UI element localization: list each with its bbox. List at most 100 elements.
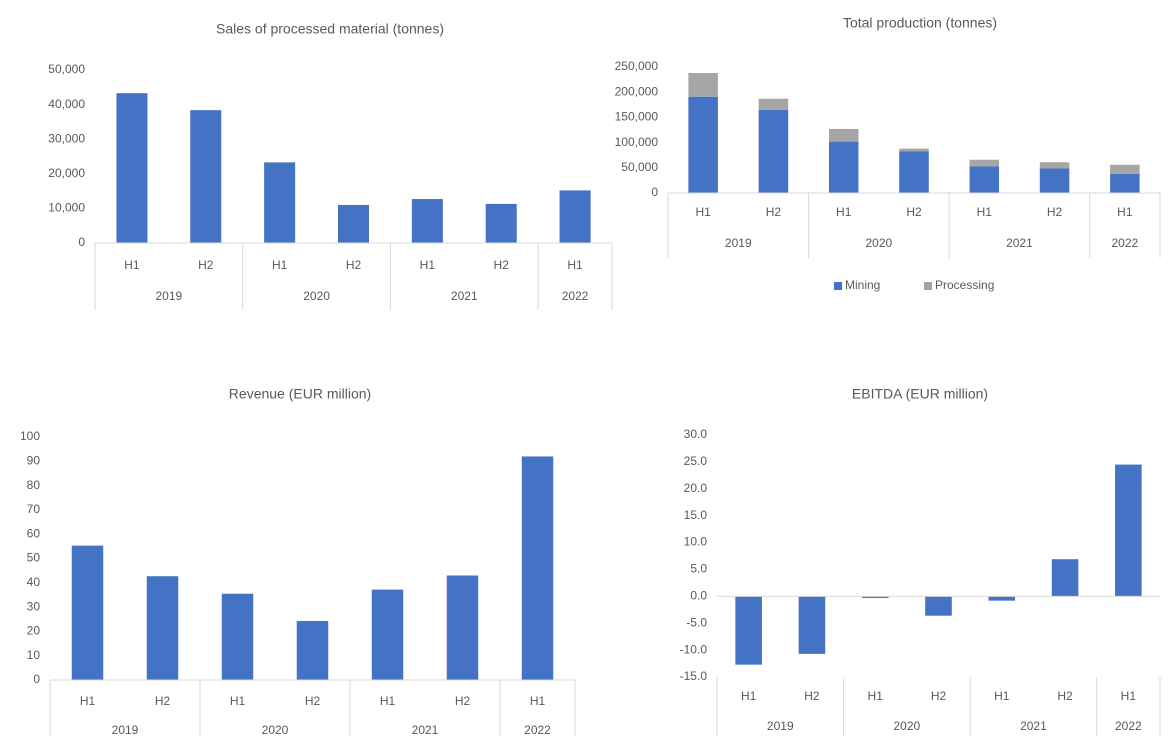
y-tick-label: 50,000 — [48, 62, 85, 76]
y-tick-label: 25.0 — [684, 454, 708, 468]
y-tick-label: -5.0 — [686, 615, 707, 629]
bar — [190, 110, 222, 243]
bar — [221, 593, 254, 680]
chart-title: Revenue (EUR million) — [229, 386, 371, 402]
bar — [446, 575, 479, 680]
chart-title: Total production (tonnes) — [843, 15, 997, 31]
y-tick-label: 20.0 — [684, 481, 708, 495]
group-label: 2020 — [262, 723, 289, 736]
x-tick-label: H1 — [124, 258, 140, 272]
group-label: 2021 — [1006, 236, 1033, 250]
x-tick-label: H2 — [766, 205, 782, 219]
y-tick-label: 20 — [27, 624, 41, 638]
legend-swatch — [924, 282, 932, 290]
bar — [521, 456, 554, 680]
y-tick-label: 10,000 — [48, 201, 85, 215]
bar — [146, 576, 179, 680]
group-label: 2022 — [524, 723, 551, 736]
bar — [969, 166, 1000, 193]
x-tick-label: H1 — [836, 205, 852, 219]
bar — [371, 589, 404, 680]
y-tick-label: 10.0 — [684, 535, 708, 549]
bar — [1115, 464, 1142, 597]
x-tick-label: H2 — [1057, 689, 1073, 703]
y-tick-label: 30.0 — [684, 427, 708, 441]
bar — [1039, 162, 1070, 169]
bar — [1051, 559, 1079, 597]
group-label: 2019 — [112, 723, 139, 736]
group-label: 2022 — [1115, 719, 1142, 733]
x-tick-label: H1 — [567, 258, 583, 272]
y-tick-label: 40,000 — [48, 97, 85, 111]
legend-label: Mining — [845, 278, 880, 292]
y-tick-label: 100,000 — [615, 135, 659, 149]
bar — [828, 128, 859, 142]
chart-title: Sales of processed material (tonnes) — [216, 21, 444, 37]
group-label: 2020 — [894, 719, 921, 733]
x-tick-label: H1 — [741, 689, 757, 703]
y-tick-label: -10.0 — [680, 642, 708, 656]
x-tick-label: H2 — [305, 694, 321, 708]
bar — [337, 204, 370, 243]
bar — [688, 96, 718, 193]
group-label: 2019 — [725, 236, 752, 250]
group-label: 2022 — [1112, 236, 1139, 250]
y-tick-label: 150,000 — [615, 110, 659, 124]
bar — [116, 93, 148, 243]
x-tick-label: H2 — [455, 694, 471, 708]
x-tick-label: H1 — [994, 689, 1010, 703]
x-tick-label: H1 — [230, 694, 246, 708]
bar — [411, 199, 443, 243]
legend-label: Processing — [935, 278, 994, 292]
bar — [71, 545, 104, 680]
y-tick-label: 60 — [27, 526, 41, 540]
y-tick-label: -15.0 — [680, 669, 708, 683]
bar — [559, 190, 591, 243]
x-tick-label: H1 — [420, 258, 436, 272]
y-tick-label: 10 — [27, 648, 41, 662]
y-tick-label: 80 — [27, 478, 41, 492]
x-tick-label: H1 — [1117, 205, 1133, 219]
bar — [969, 159, 1000, 167]
bar — [861, 596, 889, 598]
y-tick-label: 40 — [27, 575, 41, 589]
group-label: 2022 — [562, 289, 589, 303]
y-tick-label: 0.0 — [690, 589, 707, 603]
y-tick-label: 20,000 — [48, 166, 85, 180]
chart-title: EBITDA (EUR million) — [852, 386, 988, 402]
y-tick-label: 70 — [27, 502, 41, 516]
y-tick-label: 50 — [27, 551, 41, 565]
y-tick-label: 90 — [27, 453, 41, 467]
x-tick-label: H2 — [931, 689, 947, 703]
bar — [485, 203, 517, 243]
x-tick-label: H2 — [804, 689, 820, 703]
bar — [899, 148, 929, 152]
y-tick-label: 5.0 — [690, 562, 707, 576]
group-label: 2021 — [451, 289, 478, 303]
x-tick-label: H2 — [155, 694, 171, 708]
bar — [688, 73, 718, 97]
bar — [264, 162, 296, 243]
group-label: 2020 — [866, 236, 893, 250]
x-tick-label: H2 — [1047, 205, 1063, 219]
y-tick-label: 250,000 — [615, 59, 659, 73]
bar — [1110, 164, 1140, 174]
group-label: 2021 — [1020, 719, 1047, 733]
y-tick-label: 15.0 — [684, 508, 708, 522]
x-tick-label: H1 — [272, 258, 288, 272]
y-tick-label: 200,000 — [615, 84, 659, 98]
bar — [828, 141, 859, 193]
group-label: 2019 — [156, 289, 183, 303]
x-tick-label: H1 — [868, 689, 884, 703]
group-label: 2020 — [303, 289, 330, 303]
x-tick-label: H1 — [530, 694, 546, 708]
bar — [296, 620, 329, 680]
y-tick-label: 30,000 — [48, 131, 85, 145]
x-tick-label: H2 — [346, 258, 362, 272]
group-label: 2021 — [412, 723, 439, 736]
x-tick-label: H2 — [198, 258, 214, 272]
bar — [1110, 173, 1140, 193]
bar — [735, 596, 762, 665]
x-tick-label: H1 — [977, 205, 993, 219]
